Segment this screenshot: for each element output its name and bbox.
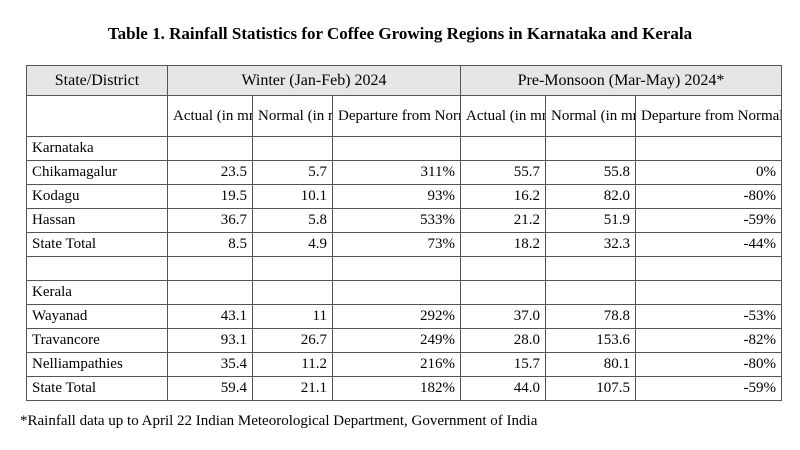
premonsoon-actual: 28.0 [460, 328, 546, 353]
premonsoon-normal: 51.9 [545, 208, 636, 233]
premonsoon-actual: 15.7 [460, 352, 546, 377]
district-name: Chikamagalur [26, 160, 168, 185]
winter-normal: 4.9 [252, 232, 333, 257]
header-premonsoon: Pre-Monsoon (Mar-May) 2024* [459, 65, 783, 96]
rainfall-table: State/District Winter (Jan-Feb) 2024 Pre… [26, 65, 783, 401]
winter-actual: 23.5 [167, 160, 253, 185]
district-name: Nelliampathies [26, 352, 168, 377]
table-row: Nelliampathies 35.4 11.2 216% 15.7 80.1 … [26, 352, 783, 377]
district-name: Kodagu [26, 184, 168, 209]
winter-normal: 21.1 [252, 376, 333, 401]
winter-actual: 59.4 [167, 376, 253, 401]
table-row: Kodagu 19.5 10.1 93% 16.2 82.0 -80% [26, 184, 783, 209]
district-name: Hassan [26, 208, 168, 233]
winter-departure: 292% [332, 304, 461, 329]
header-winter: Winter (Jan-Feb) 2024 [167, 65, 461, 96]
premonsoon-actual: 44.0 [460, 376, 546, 401]
premonsoon-departure: -59% [634, 376, 783, 401]
header-winter-departure: Departure from Normal [332, 95, 461, 137]
premonsoon-departure: -44% [634, 232, 783, 257]
table-row: Wayanad 43.1 11 292% 37.0 78.8 -53% [26, 304, 783, 329]
premonsoon-normal: 82.0 [545, 184, 636, 209]
header-row-sub: Actual (in mm) Normal (in mm) Departure … [26, 95, 783, 137]
premonsoon-normal: 55.8 [545, 160, 636, 185]
premonsoon-departure: -80% [634, 184, 783, 209]
winter-departure: 182% [332, 376, 461, 401]
winter-actual: 93.1 [167, 328, 253, 353]
winter-normal: 26.7 [252, 328, 333, 353]
winter-actual: 36.7 [167, 208, 253, 233]
premonsoon-actual: 16.2 [460, 184, 546, 209]
total-row-karnataka: State Total 8.5 4.9 73% 18.2 32.3 -44% [26, 232, 783, 257]
premonsoon-departure: -82% [634, 328, 783, 353]
header-row-main: State/District Winter (Jan-Feb) 2024 Pre… [26, 65, 783, 96]
header-premonsoon-normal: Normal (in mm) [545, 95, 636, 137]
premonsoon-normal: 153.6 [545, 328, 636, 353]
premonsoon-actual: 37.0 [460, 304, 546, 329]
winter-actual: 19.5 [167, 184, 253, 209]
winter-actual: 8.5 [167, 232, 253, 257]
premonsoon-departure: -80% [634, 352, 783, 377]
winter-departure: 93% [332, 184, 461, 209]
region-row-karnataka: Karnataka [26, 136, 783, 161]
total-label: State Total [26, 232, 168, 257]
premonsoon-normal: 32.3 [545, 232, 636, 257]
table-row: Hassan 36.7 5.8 533% 21.2 51.9 -59% [26, 208, 783, 233]
premonsoon-actual: 21.2 [460, 208, 546, 233]
premonsoon-actual: 55.7 [460, 160, 546, 185]
footnote: *Rainfall data up to April 22 Indian Met… [20, 413, 538, 429]
table-row: Travancore 93.1 26.7 249% 28.0 153.6 -82… [26, 328, 783, 353]
premonsoon-actual: 18.2 [460, 232, 546, 257]
winter-departure: 249% [332, 328, 461, 353]
winter-departure: 533% [332, 208, 461, 233]
winter-actual: 43.1 [167, 304, 253, 329]
region-row-kerala: Kerala [26, 280, 783, 305]
premonsoon-departure: 0% [634, 160, 783, 185]
district-name: Travancore [26, 328, 168, 353]
winter-normal: 10.1 [252, 184, 333, 209]
winter-actual: 35.4 [167, 352, 253, 377]
header-winter-actual: Actual (in mm) [167, 95, 253, 137]
winter-departure: 73% [332, 232, 461, 257]
winter-departure: 311% [332, 160, 461, 185]
table-row: Chikamagalur 23.5 5.7 311% 55.7 55.8 0% [26, 160, 783, 185]
header-state-district: State/District [26, 65, 168, 96]
district-name: Wayanad [26, 304, 168, 329]
header-premonsoon-actual: Actual (in mm) [460, 95, 546, 137]
winter-normal: 11 [252, 304, 333, 329]
premonsoon-departure: -53% [634, 304, 783, 329]
premonsoon-normal: 80.1 [545, 352, 636, 377]
spacer-row [26, 256, 783, 281]
winter-normal: 5.8 [252, 208, 333, 233]
total-row-kerala: State Total 59.4 21.1 182% 44.0 107.5 -5… [26, 376, 783, 401]
winter-normal: 5.7 [252, 160, 333, 185]
winter-departure: 216% [332, 352, 461, 377]
table-title: Table 1. Rainfall Statistics for Coffee … [107, 24, 693, 43]
total-label: State Total [26, 376, 168, 401]
header-winter-normal: Normal (in mm) [252, 95, 333, 137]
premonsoon-normal: 107.5 [545, 376, 636, 401]
header-premonsoon-departure: Departure from Normal [634, 95, 783, 137]
header-empty-cell [26, 95, 168, 137]
region-label: Karnataka [26, 136, 168, 161]
winter-normal: 11.2 [252, 352, 333, 377]
region-label: Kerala [26, 280, 168, 305]
premonsoon-departure: -59% [634, 208, 783, 233]
premonsoon-normal: 78.8 [545, 304, 636, 329]
